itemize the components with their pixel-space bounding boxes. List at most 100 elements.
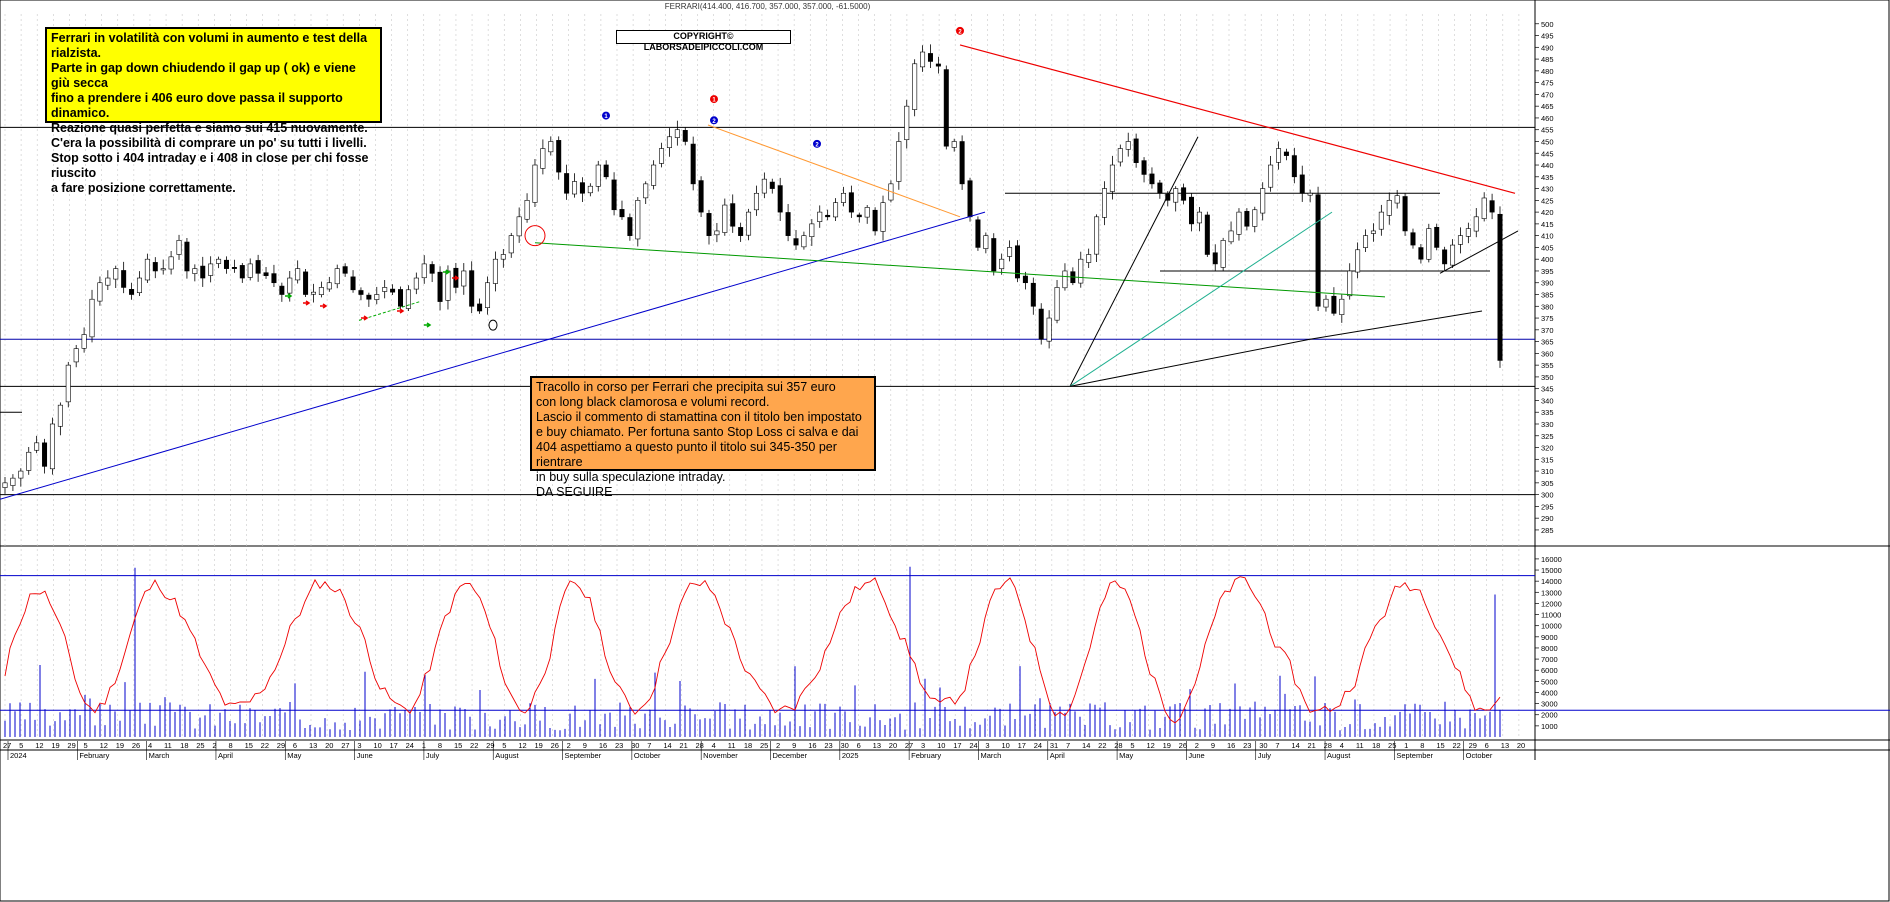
day-label: 29: [277, 741, 285, 750]
signal-arrow: [303, 300, 311, 306]
month-label: December: [773, 751, 808, 760]
candle-body: [358, 290, 364, 295]
volume-tick-label: 11000: [1541, 611, 1561, 620]
candle-body: [1299, 174, 1305, 194]
day-label: 9: [1211, 741, 1215, 750]
candle-body: [429, 264, 435, 274]
candle-body: [366, 294, 372, 300]
candle-body: [89, 298, 95, 338]
month-label: June: [357, 751, 373, 760]
price-tick-label: 335: [1541, 408, 1554, 417]
price-tick-label: 390: [1541, 279, 1554, 288]
candle-body: [738, 227, 744, 236]
price-tick-label: 420: [1541, 208, 1554, 217]
candle-body: [263, 272, 269, 276]
day-label: 30: [1259, 741, 1267, 750]
day-label: 7: [1066, 741, 1070, 750]
wave-marker-label: 1: [712, 98, 716, 104]
day-label: 6: [1485, 741, 1489, 750]
trend-line-black-4: [1439, 230, 1519, 274]
chart-header: FERRARI(414.400, 416.700, 357.000, 357.0…: [664, 2, 871, 11]
price-tick-label: 500: [1541, 20, 1554, 29]
candle-body: [18, 470, 24, 479]
candle-body: [239, 265, 245, 279]
candle-body: [1473, 216, 1479, 232]
price-ticks: 285 290 295 300 305 310 315 320 325 330 335 340 345 3…: [1535, 20, 1554, 535]
candle-body: [1489, 200, 1495, 213]
price-tick-label: 300: [1541, 491, 1554, 500]
candle-body: [136, 277, 142, 293]
candle-body: [192, 268, 198, 274]
day-label: 29: [1469, 741, 1477, 750]
candle-body: [42, 442, 48, 467]
month-label: March: [980, 751, 1001, 760]
candle-body: [975, 219, 981, 248]
candle-body: [1339, 298, 1345, 315]
candle-body: [825, 214, 831, 218]
volume-tick-label: 16000: [1541, 555, 1562, 564]
candle-body: [231, 267, 237, 269]
price-tick-label: 320: [1541, 444, 1554, 453]
candle-body: [184, 241, 190, 272]
candle-body: [1307, 192, 1313, 196]
day-label: 13: [1501, 741, 1509, 750]
price-tick-label: 450: [1541, 137, 1554, 146]
price-tick-label: 385: [1541, 291, 1554, 300]
price-tick-label: 495: [1541, 32, 1554, 41]
candle-body: [1007, 247, 1013, 257]
month-label: 2024: [10, 751, 27, 760]
day-label: 10: [937, 741, 945, 750]
candle-body: [769, 181, 775, 189]
candle-body: [405, 289, 411, 309]
candle-body: [1133, 138, 1139, 163]
downtrend-line-red: [959, 44, 1516, 194]
day-labels: 27 5 12 19 29 5 12 19 26 4 11 18 25 2 8 15 22 29 6 13 20 27 3 1…: [3, 741, 1525, 750]
candle-body: [208, 263, 214, 276]
candle-body: [310, 291, 316, 295]
day-label: 25: [760, 741, 768, 750]
gap-circle: [524, 225, 546, 247]
volume-tick-label: 13000: [1541, 588, 1562, 597]
candle-body: [492, 258, 498, 284]
candle-body: [1173, 188, 1179, 203]
candle-body: [761, 178, 767, 194]
day-label: 25: [1388, 741, 1396, 750]
candle-body: [73, 348, 79, 363]
candle-body: [413, 277, 419, 290]
day-label: 2: [776, 741, 780, 750]
day-label: 12: [1146, 741, 1154, 750]
candle-body: [1276, 148, 1282, 163]
candle-body: [1117, 148, 1123, 163]
signal-arrow: [443, 269, 451, 275]
candle-body: [817, 211, 823, 222]
candle-body: [991, 238, 997, 272]
price-tick-label: 370: [1541, 326, 1554, 335]
price-tick-label: 455: [1541, 126, 1554, 135]
candle-body: [81, 334, 87, 349]
candle-body: [216, 258, 222, 264]
price-tick-label: 465: [1541, 102, 1554, 111]
price-tick-label: 480: [1541, 67, 1554, 76]
candle-body: [390, 288, 396, 293]
volume-ticks: 1000 2000 3000 4000 5000 6000 7000 8000 9000 1000…: [1535, 555, 1562, 731]
signal-arrows: [285, 269, 460, 328]
comment-box-morning: Ferrari in volatilità con volumi in aume…: [45, 27, 382, 195]
day-label: 19: [116, 741, 124, 750]
candle-body: [777, 185, 783, 213]
candle-body: [619, 209, 625, 218]
month-label: September: [565, 751, 602, 760]
day-label: 13: [873, 741, 881, 750]
candle-body: [223, 259, 229, 269]
candle-body: [1022, 275, 1028, 284]
candle-body: [1457, 235, 1463, 245]
candle-body: [1196, 211, 1202, 224]
month-label: February: [79, 751, 109, 760]
day-label: 29: [67, 741, 75, 750]
wave-marker-label: 2: [712, 119, 716, 125]
day-label: 22: [1098, 741, 1106, 750]
candle-body: [1228, 230, 1234, 243]
candle-body: [1189, 196, 1195, 225]
wave-marker: [710, 95, 718, 104]
candle-body: [10, 477, 16, 486]
candle-body: [927, 53, 933, 62]
